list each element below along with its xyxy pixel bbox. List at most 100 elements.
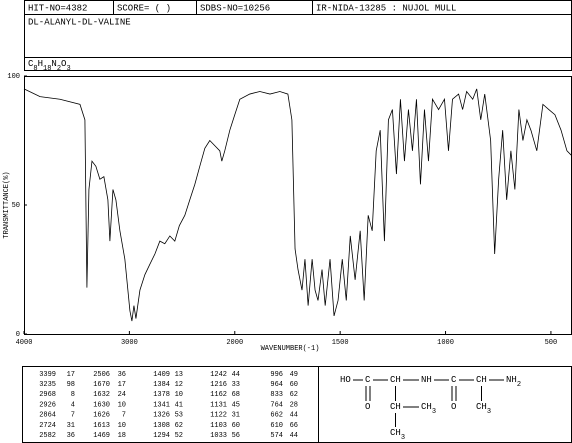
peak-wavenumber: 833 xyxy=(270,391,283,399)
peak-wavenumber: 610 xyxy=(270,422,283,430)
hit-no: HIT-NO=4382 xyxy=(28,3,87,13)
peak-wavenumber: 1122 xyxy=(210,412,227,420)
x-tick-label: 500 xyxy=(545,339,558,347)
peak-transmittance: 17 xyxy=(67,371,75,379)
x-axis-label: WAVENUMBER(-1) xyxy=(261,345,320,353)
peak-transmittance: 49 xyxy=(290,371,298,379)
peak-transmittance: 98 xyxy=(67,381,75,389)
peak-transmittance: 31 xyxy=(232,412,240,420)
peak-transmittance: 17 xyxy=(118,381,126,389)
peak-transmittance: 12 xyxy=(175,381,183,389)
peak-transmittance: 10 xyxy=(118,401,126,409)
atom-label: CH xyxy=(390,375,401,385)
compound-name: DL-ALANYL-DL-VALINE xyxy=(28,17,131,27)
plot-frame xyxy=(24,76,572,335)
peak-wavenumber: 1378 xyxy=(153,391,170,399)
peak-transmittance: 44 xyxy=(290,432,298,440)
peak-wavenumber: 1131 xyxy=(210,401,227,409)
atom-label: CH3 xyxy=(390,428,405,441)
peak-wavenumber: 2582 xyxy=(39,432,56,440)
peak-transmittance: 60 xyxy=(290,381,298,389)
peak-transmittance: 7 xyxy=(71,412,75,420)
structure-bonds xyxy=(353,379,504,427)
peak-wavenumber: 1632 xyxy=(93,391,110,399)
peak-wavenumber: 1216 xyxy=(210,381,227,389)
peak-transmittance: 10 xyxy=(175,391,183,399)
atom-label: NH2 xyxy=(506,375,521,388)
peak-wavenumber: 2968 xyxy=(39,391,56,399)
peak-transmittance: 36 xyxy=(118,371,126,379)
peak-transmittance: 66 xyxy=(290,422,298,430)
peak-transmittance: 33 xyxy=(232,381,240,389)
peak-transmittance: 41 xyxy=(175,401,183,409)
peak-transmittance: 44 xyxy=(290,412,298,420)
peak-wavenumber: 1308 xyxy=(153,422,170,430)
peak-wavenumber: 1326 xyxy=(153,412,170,420)
peak-wavenumber: 1103 xyxy=(210,422,227,430)
atom-label: O xyxy=(365,402,370,412)
peak-wavenumber: 2864 xyxy=(39,412,56,420)
x-tick-label: 1500 xyxy=(332,339,349,347)
atom-label: O xyxy=(451,402,456,412)
peak-transmittance: 60 xyxy=(232,422,240,430)
atom-label: HO xyxy=(340,375,351,385)
peak-wavenumber: 3399 xyxy=(39,371,56,379)
peak-wavenumber: 3235 xyxy=(39,381,56,389)
spectrum-line xyxy=(23,88,572,322)
peak-wavenumber: 1613 xyxy=(93,422,110,430)
peak-transmittance: 10 xyxy=(118,422,126,430)
peak-wavenumber: 1409 xyxy=(153,371,170,379)
peak-transmittance: 7 xyxy=(122,412,126,420)
peak-transmittance: 24 xyxy=(118,391,126,399)
peak-wavenumber: 996 xyxy=(270,371,283,379)
atom-label: C xyxy=(365,375,371,385)
peak-wavenumber: 764 xyxy=(270,401,283,409)
peak-wavenumber: 1162 xyxy=(210,391,227,399)
x-tick-label: 3000 xyxy=(121,339,138,347)
y-axis-label: TRANSMITTANCE(%) xyxy=(3,171,11,238)
score: SCORE= ( ) xyxy=(117,3,171,13)
peak-transmittance: 45 xyxy=(232,401,240,409)
peak-transmittance: 4 xyxy=(71,401,75,409)
y-tick-label: 50 xyxy=(12,202,20,210)
peak-transmittance: 53 xyxy=(175,412,183,420)
peak-wavenumber: 1626 xyxy=(93,412,110,420)
y-tick-label: 100 xyxy=(7,73,20,81)
peak-transmittance: 44 xyxy=(232,371,240,379)
peak-transmittance: 36 xyxy=(67,432,75,440)
peak-wavenumber: 1469 xyxy=(93,432,110,440)
peak-transmittance: 62 xyxy=(175,422,183,430)
sdbs-no: SDBS-NO=10256 xyxy=(200,3,270,13)
peak-wavenumber: 2724 xyxy=(39,422,56,430)
peak-transmittance: 68 xyxy=(232,391,240,399)
peak-wavenumber: 1630 xyxy=(93,401,110,409)
peak-transmittance: 52 xyxy=(175,432,183,440)
peak-wavenumber: 1294 xyxy=(153,432,170,440)
x-tick-label: 4000 xyxy=(16,339,33,347)
peak-transmittance: 8 xyxy=(71,391,75,399)
ir-info: IR-NIDA-13285 : NUJOL MULL xyxy=(316,3,456,13)
atom-label: C xyxy=(451,375,457,385)
header-box xyxy=(24,0,572,71)
peak-wavenumber: 1670 xyxy=(93,381,110,389)
atom-label: CH3 xyxy=(476,402,491,415)
x-tick-label: 1000 xyxy=(437,339,454,347)
peak-wavenumber: 1033 xyxy=(210,432,227,440)
peak-wavenumber: 2926 xyxy=(39,401,56,409)
atom-label: CH3 xyxy=(421,402,436,415)
peak-wavenumber: 1341 xyxy=(153,401,170,409)
peak-transmittance: 31 xyxy=(67,422,75,430)
peak-transmittance: 13 xyxy=(175,371,183,379)
atom-label: NH xyxy=(421,375,432,385)
peak-wavenumber: 1242 xyxy=(210,371,227,379)
y-tick-label: 0 xyxy=(16,331,20,339)
peak-transmittance: 56 xyxy=(232,432,240,440)
peak-wavenumber: 1384 xyxy=(153,381,170,389)
peak-wavenumber: 662 xyxy=(270,412,283,420)
peak-wavenumber: 2506 xyxy=(93,371,110,379)
peak-transmittance: 62 xyxy=(290,391,298,399)
peak-transmittance: 28 xyxy=(290,401,298,409)
atom-label: CH xyxy=(390,402,401,412)
formula: C8H18N2O3 xyxy=(28,59,71,72)
